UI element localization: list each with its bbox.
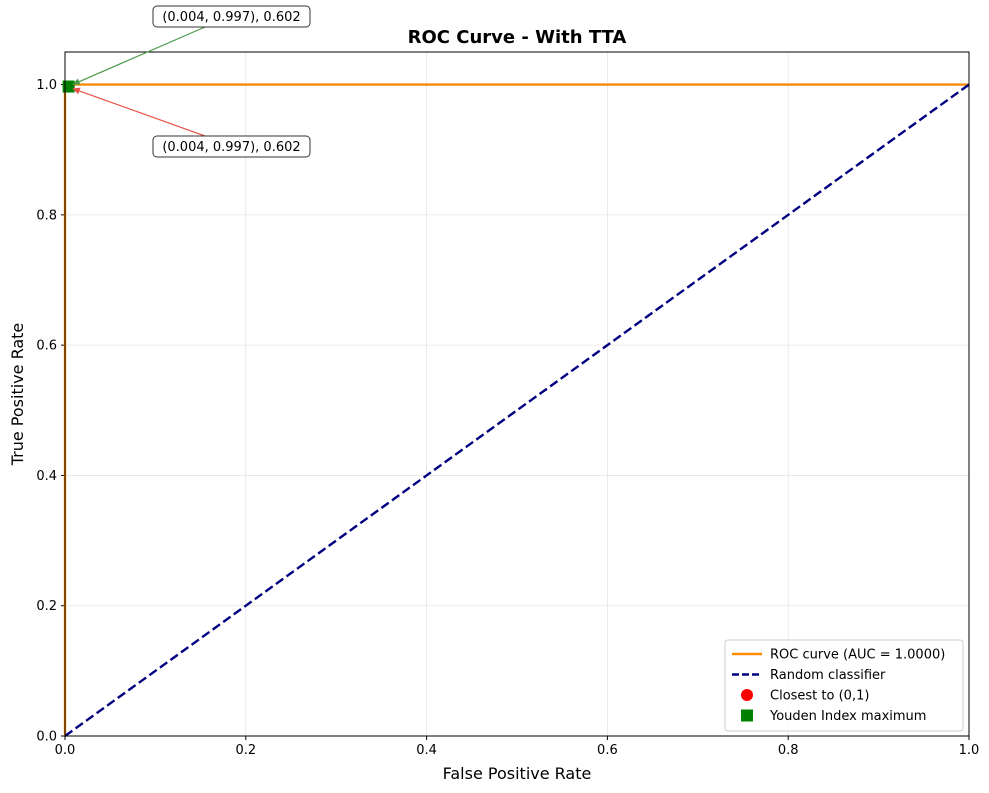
legend-label: Random classifier xyxy=(770,668,886,683)
x-axis-label: False Positive Rate xyxy=(443,764,592,783)
legend-label: Youden Index maximum xyxy=(769,709,926,724)
y-tick-label: 0.0 xyxy=(36,730,57,745)
legend-label: Closest to (0,1) xyxy=(770,689,869,704)
plot-frame xyxy=(64,51,970,737)
x-tick-label: 0.0 xyxy=(55,743,76,758)
x-tick-label: 0.8 xyxy=(778,743,799,758)
x-tick-label: 0.6 xyxy=(597,743,618,758)
legend-circle-swatch xyxy=(741,689,753,701)
x-tick-label: 0.2 xyxy=(235,743,256,758)
youden-annotation-arrowhead xyxy=(72,78,81,85)
y-tick-label: 0.2 xyxy=(36,599,57,614)
youden-annotation-arrow xyxy=(72,26,206,86)
markers xyxy=(62,80,75,93)
random-classifier-line xyxy=(64,83,970,737)
closest-annotation-label: (0.004, 0.997), 0.602 xyxy=(162,140,300,155)
youden-annotation-box xyxy=(152,5,311,28)
y-tick-label: 1.0 xyxy=(36,78,57,93)
youden-point-marker xyxy=(62,80,75,93)
closest-annotation-box xyxy=(152,135,311,158)
chart-title: ROC Curve - With TTA xyxy=(408,27,627,48)
y-axis-label: True Positive Rate xyxy=(8,323,27,467)
axis-ticks: 0.0 0.2 0.4 0.6 0.8 1.0 0.0 0.2 0.4 0.6 0.8 1.0 xyxy=(36,78,979,758)
y-tick-label: 0.4 xyxy=(36,469,57,484)
youden-annotation-label: (0.004, 0.997), 0.602 xyxy=(162,10,300,25)
y-tick-label: 0.6 xyxy=(36,339,57,354)
legend: ROC curve (AUC = 1.0000) Random classifie… xyxy=(724,639,964,732)
grid xyxy=(64,52,970,737)
x-tick-label: 0.4 xyxy=(416,743,437,758)
closest-annotation-arrowhead xyxy=(72,87,81,95)
closest-annotation-arrow xyxy=(72,87,206,137)
legend-box xyxy=(724,639,964,732)
annotations: (0.004, 0.997), 0.602 (0.004, 0.997), 0.6… xyxy=(72,5,311,158)
y-tick-label: 0.8 xyxy=(36,208,57,223)
legend-label: ROC curve (AUC = 1.0000) xyxy=(770,648,945,663)
x-tick-label: 1.0 xyxy=(959,743,980,758)
legend-square-swatch xyxy=(741,709,753,722)
